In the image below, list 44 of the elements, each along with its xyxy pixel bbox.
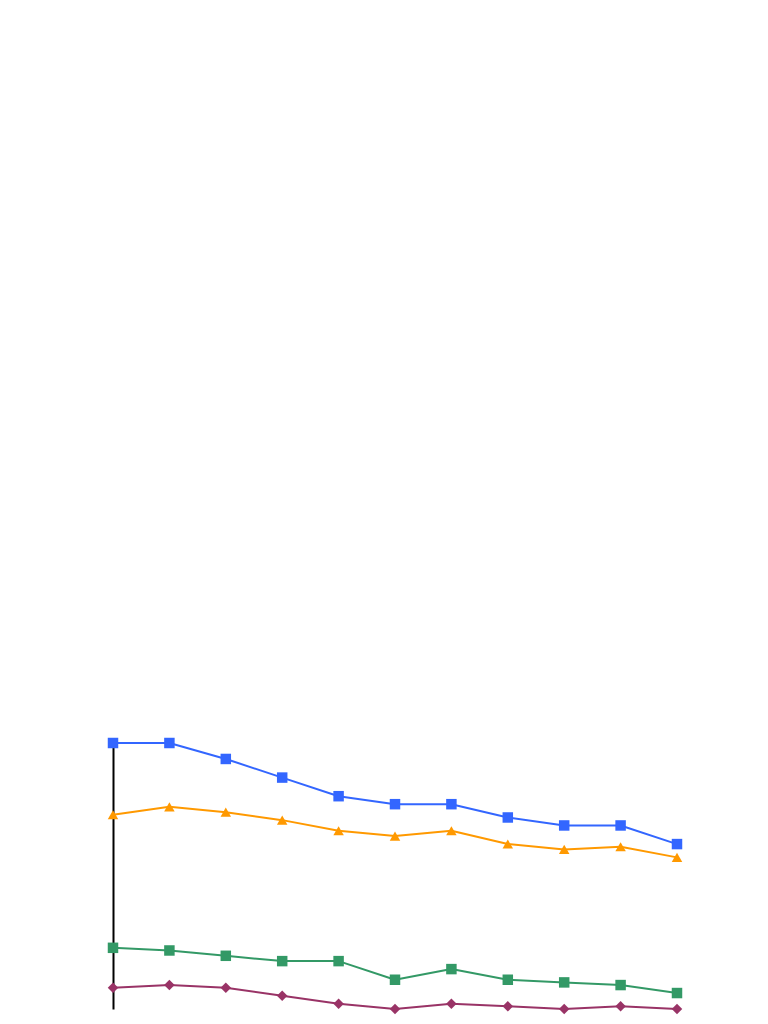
- point: [502, 974, 514, 985]
- point: [671, 838, 683, 850]
- point: [389, 974, 401, 985]
- point: [333, 826, 344, 836]
- point: [502, 1001, 514, 1012]
- point: [615, 820, 626, 831]
- point: [558, 1003, 570, 1015]
- point: [164, 945, 175, 956]
- point: [164, 737, 175, 749]
- point: [107, 810, 119, 820]
- point: [446, 998, 457, 1009]
- point: [389, 831, 401, 841]
- point: [389, 798, 401, 810]
- point: [220, 950, 232, 962]
- point: [671, 852, 683, 862]
- point: [164, 802, 175, 812]
- point: [615, 979, 626, 991]
- point: [333, 790, 344, 802]
- point: [164, 979, 175, 991]
- point: [107, 942, 119, 954]
- point: [615, 1001, 626, 1012]
- point: [389, 1003, 401, 1015]
- point: [446, 963, 457, 975]
- point: [502, 812, 514, 823]
- point: [107, 982, 119, 993]
- point: [558, 977, 570, 988]
- point: [220, 807, 232, 817]
- point: [333, 998, 344, 1009]
- point: [276, 772, 288, 783]
- point: [107, 737, 119, 749]
- point: [276, 955, 288, 967]
- point: [220, 753, 232, 765]
- point: [276, 990, 288, 1001]
- point: [671, 987, 683, 999]
- point: [220, 982, 232, 993]
- point: [615, 842, 626, 852]
- point: [446, 798, 457, 810]
- point: [502, 839, 514, 849]
- point: [671, 1003, 683, 1015]
- point: [276, 815, 288, 825]
- point: [558, 820, 570, 831]
- point: [333, 955, 344, 967]
- point: [446, 826, 457, 836]
- point: [558, 844, 570, 854]
